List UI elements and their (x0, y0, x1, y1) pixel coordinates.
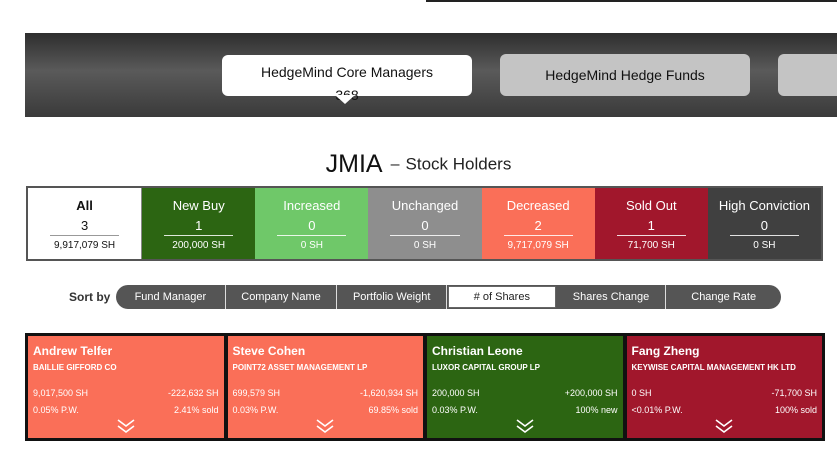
filter-label: New Buy (172, 198, 225, 213)
portfolio-weight: <0.01% P.W. (631, 405, 683, 415)
shares-change: -1,620,934 SH (359, 388, 418, 398)
holder-card[interactable]: Steve Cohen POINT72 ASSET MANAGEMENT LP … (227, 336, 424, 439)
filter-count: 1 (195, 218, 203, 233)
filter-shares: 0 SH (753, 240, 776, 251)
filter-count: 3 (80, 218, 89, 233)
filter-count: 0 (308, 218, 316, 233)
holder-cards: Andrew Telfer BAILLIE GIFFORD CO 9,017,5… (25, 333, 825, 441)
sort-portfolio-weight[interactable]: Portfolio Weight (337, 285, 447, 309)
shares-change: +200,000 SH (564, 388, 618, 398)
filter-shares: 71,700 SH (627, 240, 675, 251)
manager-name: Andrew Telfer (33, 344, 113, 358)
change-rate: 69.85% sold (368, 405, 418, 415)
sort-shares-change[interactable]: Shares Change (557, 285, 667, 309)
change-rate: 100% new (575, 405, 618, 415)
firm-name: POINT72 ASSET MANAGEMENT LP (232, 363, 368, 372)
title-dash: – (390, 155, 400, 173)
filter-shares: 0 SH (300, 240, 323, 251)
sort-label: Sort by (69, 290, 111, 304)
double-chevron-down-icon[interactable] (427, 418, 623, 439)
ticker-symbol: JMIA (325, 150, 383, 178)
tab-hedge-funds[interactable]: HedgeMind Hedge Funds (500, 54, 750, 96)
firm-name: KEYWISE CAPITAL MANAGEMENT HK LTD (631, 363, 796, 372)
holder-card[interactable]: Christian Leone LUXOR CAPITAL GROUP LP 2… (427, 336, 623, 438)
holder-card[interactable]: Fang Zheng KEYWISE CAPITAL MANAGEMENT HK… (626, 336, 823, 439)
change-rate: 100% sold (774, 405, 817, 415)
filter-count: 2 (534, 218, 542, 233)
filter-divider (277, 235, 347, 236)
sort-change-rate[interactable]: Change Rate (691, 291, 757, 303)
filter-unchanged[interactable]: Unchanged 0 0 SH (368, 188, 482, 259)
sort-company-name[interactable]: Company Name (226, 285, 338, 309)
portfolio-weight: 0.05% P.W. (33, 405, 79, 415)
filter-count: 0 (760, 218, 769, 233)
page-title: JMIA – Stock Holders (0, 150, 837, 179)
filter-count: 1 (647, 218, 655, 233)
tab-core-managers[interactable]: HedgeMind Core Managers 368 (222, 55, 472, 104)
sort-bar: Sort by Fund Manager Company Name Portfo… (69, 285, 829, 309)
filter-decreased[interactable]: Decreased 2 9,717,079 SH (481, 188, 595, 259)
filter-divider (164, 235, 234, 236)
active-tab-pointer (335, 95, 355, 104)
manager-name: Fang Zheng (631, 344, 700, 358)
filter-shares: 9,917,079 SH (53, 240, 116, 251)
manager-name: Christian Leone (432, 344, 523, 358)
filter-label: Increased (283, 198, 341, 213)
tab-core-managers-label: HedgeMind Core Managers (261, 64, 433, 80)
filter-sold-out[interactable]: Sold Out 1 71,700 SH (594, 188, 708, 259)
shares-change: -71,700 SH (771, 388, 817, 398)
title-subtitle: Stock Holders (405, 154, 512, 174)
sort-fund-manager[interactable]: Fund Manager (116, 285, 226, 309)
filter-divider (503, 235, 573, 236)
firm-name: BAILLIE GIFFORD CO (33, 363, 117, 372)
filter-shares: 200,000 SH (172, 240, 226, 251)
holder-card[interactable]: Andrew Telfer BAILLIE GIFFORD CO 9,017,5… (28, 336, 224, 438)
top-divider (426, 0, 837, 2)
tab-hedge-funds-label: HedgeMind Hedge Funds (545, 67, 705, 83)
manager-name: Steve Cohen (232, 344, 306, 358)
double-chevron-down-icon[interactable] (228, 418, 424, 439)
shares-held: 9,017,500 SH (33, 388, 89, 398)
shares-change: -222,632 SH (167, 388, 219, 398)
filter-all[interactable]: All 3 9,917,079 SH (28, 188, 143, 259)
holder-filter-bar: All 3 9,917,079 SH New Buy 1 200,000 SH … (26, 186, 823, 261)
shares-held: 0 SH (631, 388, 652, 398)
portfolio-weight: 0.03% P.W. (432, 405, 478, 415)
change-rate: 2.41% sold (173, 405, 219, 415)
filter-count: 0 (421, 218, 429, 233)
filter-label: Decreased (506, 198, 570, 213)
shares-held: 699,579 SH (232, 388, 281, 398)
filter-divider (616, 235, 686, 236)
filter-label: All (76, 198, 93, 213)
sort-options: Fund Manager Company Name Portfolio Weig… (116, 285, 781, 309)
shares-held: 200,000 SH (432, 388, 480, 398)
source-tab-bar: HedgeMind Core Managers 368 HedgeMind He… (25, 33, 837, 117)
double-chevron-down-icon[interactable] (627, 418, 823, 439)
filter-divider (50, 235, 120, 236)
firm-name: LUXOR CAPITAL GROUP LP (432, 363, 541, 372)
portfolio-weight: 0.03% P.W. (232, 405, 279, 415)
filter-label: Unchanged (391, 198, 459, 213)
filter-increased[interactable]: Increased 0 0 SH (255, 188, 369, 259)
filter-divider (390, 235, 460, 236)
filter-shares: 9,717,079 SH (507, 240, 569, 251)
filter-label: Sold Out (625, 198, 677, 213)
filter-shares: 0 SH (413, 240, 437, 251)
filter-divider (729, 235, 799, 236)
filter-new-buy[interactable]: New Buy 1 200,000 SH (142, 188, 256, 259)
filter-high-conviction[interactable]: High Conviction 0 0 SH (707, 188, 821, 259)
filter-label: High Conviction (718, 198, 810, 213)
tab-more[interactable] (778, 54, 837, 96)
double-chevron-down-icon[interactable] (28, 418, 224, 439)
sort-number-of-shares[interactable]: # of Shares (448, 286, 556, 308)
